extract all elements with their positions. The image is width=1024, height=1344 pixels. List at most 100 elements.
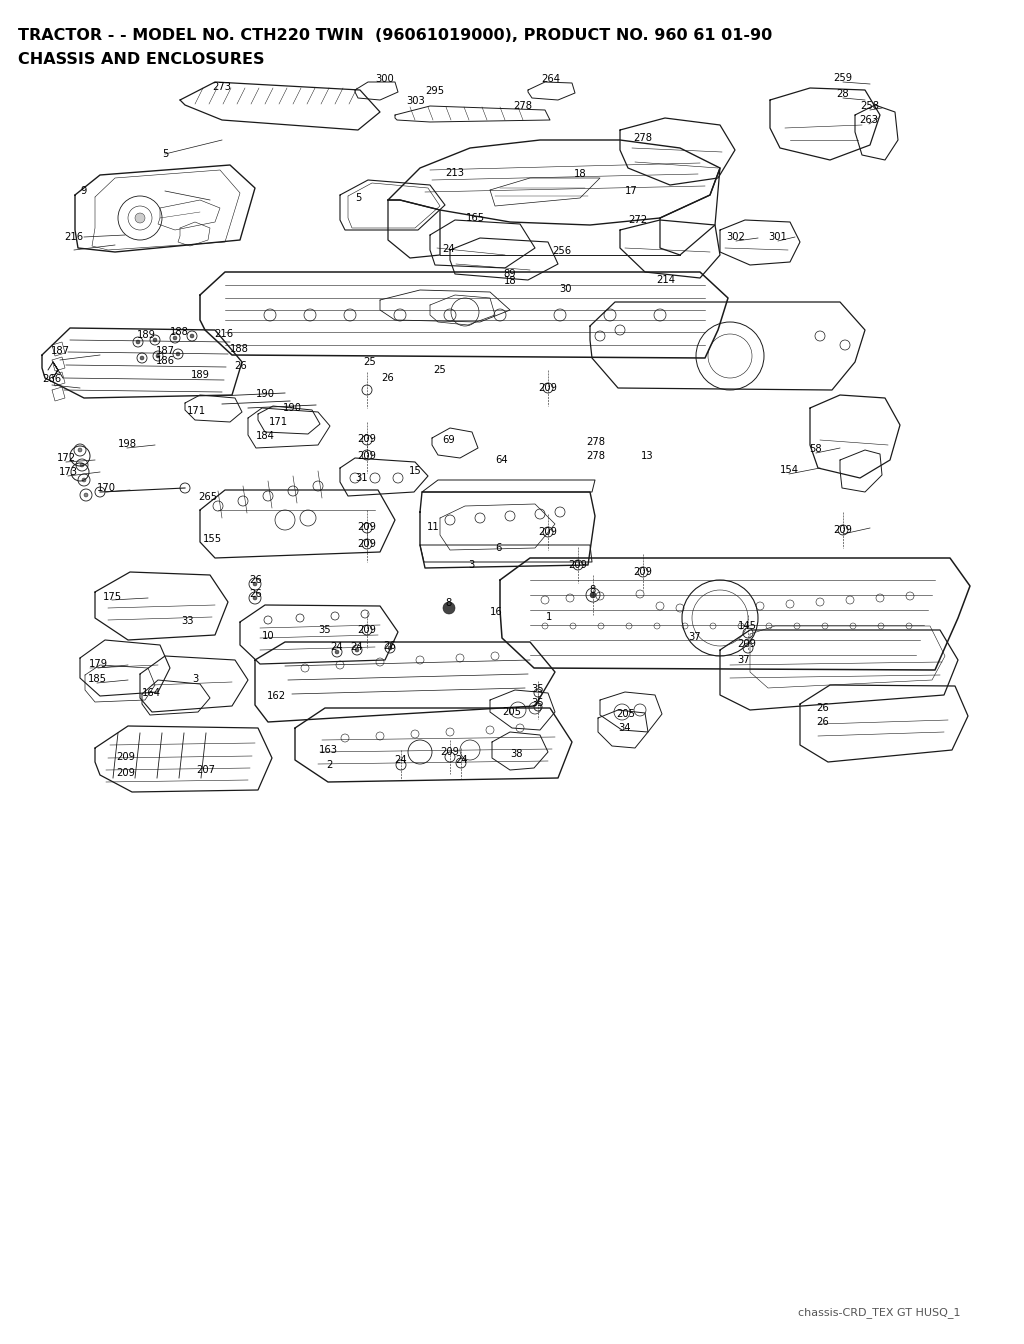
Circle shape — [153, 337, 157, 341]
Text: 188: 188 — [170, 327, 188, 337]
Circle shape — [253, 582, 257, 586]
Text: 300: 300 — [376, 74, 394, 83]
Text: 25: 25 — [433, 366, 446, 375]
Text: 295: 295 — [425, 86, 444, 95]
Text: 209: 209 — [357, 434, 377, 444]
Circle shape — [136, 340, 140, 344]
Text: 35: 35 — [318, 625, 332, 634]
Circle shape — [355, 648, 359, 652]
Text: 165: 165 — [466, 212, 484, 223]
Text: 154: 154 — [779, 465, 799, 474]
Text: 26: 26 — [382, 374, 394, 383]
Text: 34: 34 — [618, 723, 631, 732]
Text: 2: 2 — [326, 759, 332, 770]
Text: 26: 26 — [250, 589, 262, 599]
Text: 15: 15 — [409, 466, 421, 476]
Text: 24: 24 — [442, 245, 456, 254]
Text: 209: 209 — [357, 539, 377, 548]
Text: 209: 209 — [117, 753, 135, 762]
Text: 278: 278 — [634, 133, 652, 142]
Text: 184: 184 — [256, 431, 274, 441]
Text: 259: 259 — [834, 73, 853, 83]
Text: 13: 13 — [641, 452, 653, 461]
Circle shape — [80, 462, 84, 466]
Text: 189: 189 — [190, 370, 210, 380]
Text: 28: 28 — [837, 89, 849, 99]
Text: 163: 163 — [318, 745, 338, 755]
Circle shape — [84, 493, 88, 497]
Text: 216: 216 — [214, 329, 233, 339]
Text: 172: 172 — [56, 453, 76, 462]
Text: 190: 190 — [256, 388, 274, 399]
Circle shape — [140, 356, 144, 360]
Text: 205: 205 — [616, 710, 636, 719]
Text: 5: 5 — [354, 194, 361, 203]
Text: 26: 26 — [384, 641, 396, 650]
Circle shape — [443, 602, 455, 614]
Text: 24: 24 — [331, 642, 343, 652]
Text: 10: 10 — [262, 630, 274, 641]
Text: 209: 209 — [634, 567, 652, 577]
Text: 209: 209 — [539, 383, 557, 392]
Text: 11: 11 — [427, 521, 439, 532]
Text: 303: 303 — [407, 95, 425, 106]
Text: 209: 209 — [357, 625, 377, 634]
Text: 3: 3 — [191, 673, 198, 684]
Text: 58: 58 — [810, 444, 822, 454]
Text: 171: 171 — [268, 417, 288, 427]
Text: 209: 209 — [834, 526, 853, 535]
Text: 209: 209 — [568, 560, 588, 570]
Text: 9: 9 — [81, 185, 87, 196]
Text: 278: 278 — [587, 452, 605, 461]
Circle shape — [78, 448, 82, 452]
Text: 8: 8 — [445, 598, 453, 607]
Text: 37: 37 — [689, 632, 701, 642]
Text: 301: 301 — [769, 233, 787, 242]
Text: 198: 198 — [118, 439, 136, 449]
Text: 187: 187 — [156, 345, 174, 356]
Text: 273: 273 — [213, 82, 231, 91]
Text: chassis-CRD_TEX GT HUSQ_1: chassis-CRD_TEX GT HUSQ_1 — [798, 1308, 961, 1318]
Text: TRACTOR - - MODEL NO. CTH220 TWIN  (96061019000), PRODUCT NO. 960 61 01-90: TRACTOR - - MODEL NO. CTH220 TWIN (96061… — [18, 28, 772, 43]
Text: 272: 272 — [629, 215, 647, 224]
Text: 31: 31 — [355, 473, 369, 482]
Text: 171: 171 — [186, 406, 206, 417]
Text: 302: 302 — [727, 233, 745, 242]
Text: 89: 89 — [504, 269, 516, 280]
Circle shape — [156, 353, 160, 358]
Text: 24: 24 — [394, 755, 408, 765]
Circle shape — [82, 478, 86, 482]
Text: 258: 258 — [860, 101, 880, 112]
Circle shape — [590, 591, 596, 598]
Text: 26: 26 — [816, 703, 829, 714]
Circle shape — [253, 595, 257, 599]
Text: 17: 17 — [625, 185, 637, 196]
Circle shape — [335, 650, 339, 655]
Text: 18: 18 — [504, 276, 516, 286]
Text: 35: 35 — [531, 698, 545, 708]
Text: 185: 185 — [87, 673, 106, 684]
Text: 209: 209 — [357, 521, 377, 532]
Text: 175: 175 — [102, 591, 122, 602]
Text: 263: 263 — [859, 116, 879, 125]
Text: 33: 33 — [181, 616, 195, 626]
Text: 24: 24 — [456, 755, 468, 765]
Text: 162: 162 — [266, 691, 286, 702]
Text: 186: 186 — [156, 356, 174, 366]
Text: 205: 205 — [503, 707, 521, 716]
Circle shape — [388, 646, 392, 650]
Text: 30: 30 — [560, 284, 572, 294]
Text: 145: 145 — [737, 621, 757, 630]
Text: 214: 214 — [656, 276, 676, 285]
Text: 35: 35 — [531, 684, 545, 694]
Text: 24: 24 — [350, 642, 364, 652]
Text: 8: 8 — [590, 585, 596, 595]
Text: 266: 266 — [42, 374, 61, 384]
Text: 209: 209 — [539, 527, 557, 538]
Text: 256: 256 — [552, 246, 571, 255]
Text: 209: 209 — [737, 638, 757, 649]
Text: 26: 26 — [816, 716, 829, 727]
Text: 1: 1 — [546, 612, 552, 622]
Text: 5: 5 — [162, 149, 168, 159]
Text: 6: 6 — [495, 543, 501, 552]
